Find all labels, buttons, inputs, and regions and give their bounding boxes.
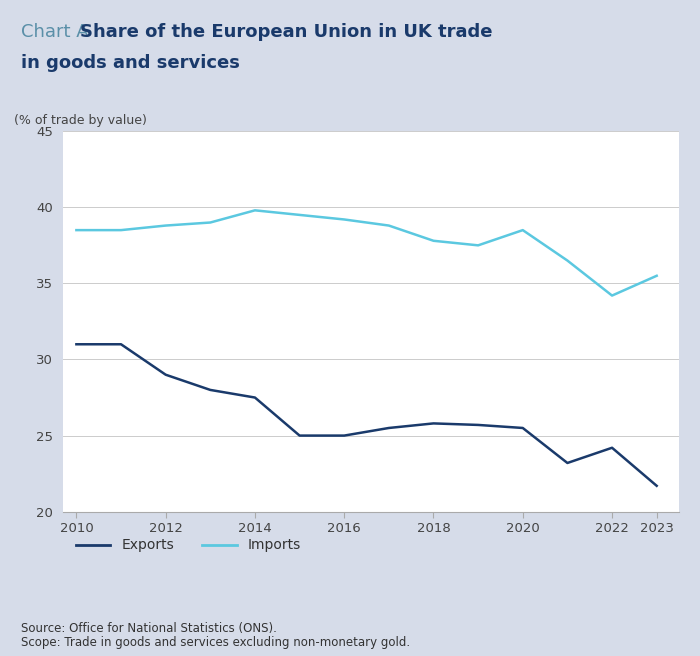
- Text: Scope: Trade in goods and services excluding non-monetary gold.: Scope: Trade in goods and services exclu…: [21, 636, 410, 649]
- Text: in goods and services: in goods and services: [21, 54, 240, 72]
- Text: Chart A: Chart A: [21, 23, 89, 41]
- Text: Source: Office for National Statistics (ONS).: Source: Office for National Statistics (…: [21, 622, 277, 635]
- Text: (% of trade by value): (% of trade by value): [14, 114, 146, 127]
- Text: Share of the European Union in UK trade: Share of the European Union in UK trade: [80, 23, 493, 41]
- Legend: Exports, Imports: Exports, Imports: [70, 533, 307, 558]
